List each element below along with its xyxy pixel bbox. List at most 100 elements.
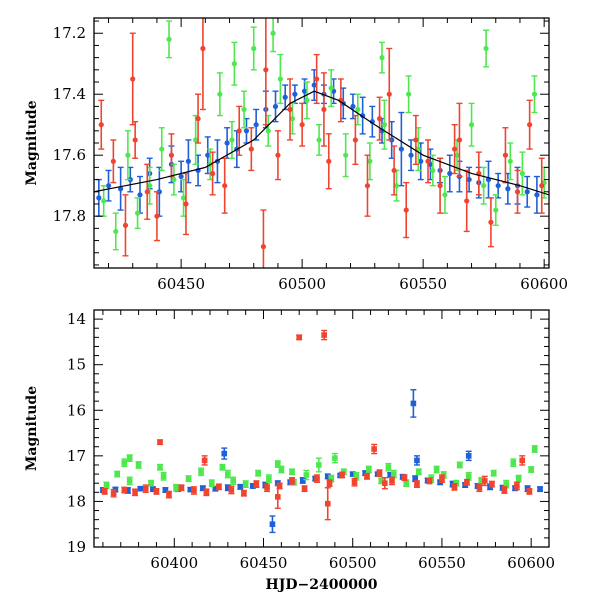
data-point: [493, 207, 499, 213]
data-point: [225, 484, 231, 491]
data-point: [519, 170, 525, 177]
data-point: [389, 478, 395, 484]
data-point: [126, 478, 133, 484]
data-point: [376, 470, 383, 476]
data-point: [142, 485, 149, 492]
data-point: [364, 183, 371, 189]
data-point: [412, 475, 418, 482]
data-point: [221, 450, 228, 457]
data-point: [324, 500, 331, 507]
data-point: [519, 457, 526, 464]
data-point: [415, 146, 421, 152]
x-tick-label: 60550: [418, 554, 466, 572]
data-point: [524, 189, 530, 195]
y-tick-label: 16: [67, 401, 86, 419]
data-point: [157, 464, 163, 471]
data-point: [321, 332, 327, 338]
data-point: [222, 183, 228, 189]
data-point: [539, 183, 545, 189]
y-axis-label: Magnitude: [24, 386, 40, 471]
data-point: [216, 484, 222, 490]
data-point: [466, 176, 472, 183]
data-point: [265, 128, 271, 134]
data-point: [314, 475, 320, 482]
data-point: [274, 461, 281, 467]
data-point: [113, 228, 119, 235]
data-point: [465, 453, 472, 459]
top-panel: 60450 60500 60550 60600 17.2 17.4 17.6 17.8 Magn…: [24, 17, 568, 293]
data-point: [514, 189, 521, 195]
data-point: [339, 472, 345, 478]
data-point: [110, 158, 116, 164]
data-point: [132, 489, 138, 496]
data-point: [447, 170, 453, 177]
model-curve: [94, 90, 549, 196]
data-point: [173, 484, 179, 491]
data-point: [203, 489, 210, 496]
data-point: [442, 192, 448, 198]
data-point: [408, 152, 414, 158]
data-point: [464, 479, 470, 486]
data-point: [242, 481, 249, 487]
data-point: [296, 334, 302, 341]
data-point: [255, 470, 261, 476]
data-point: [316, 137, 322, 143]
data-point: [413, 137, 419, 143]
data-point: [489, 481, 495, 487]
data-point: [178, 484, 185, 491]
data-point: [185, 475, 192, 482]
data-point: [488, 219, 494, 225]
data-point: [454, 152, 460, 158]
data-point: [103, 482, 110, 489]
data-point: [430, 167, 436, 174]
data-point: [153, 488, 160, 495]
y-tick-label: 19: [67, 538, 86, 556]
data-point: [401, 474, 408, 481]
data-point: [121, 487, 128, 493]
data-point: [476, 484, 483, 491]
data-point: [391, 167, 397, 174]
data-point: [224, 140, 230, 146]
data-point: [452, 146, 458, 152]
x-tick-label: 60600: [507, 554, 555, 572]
data-point: [243, 128, 250, 134]
data-point: [96, 195, 102, 201]
data-point: [187, 486, 194, 493]
data-point: [303, 472, 310, 478]
data-point: [200, 485, 206, 492]
data-point: [464, 198, 470, 204]
data-point: [130, 76, 136, 82]
data-point: [225, 471, 231, 477]
data-point: [292, 91, 298, 97]
data-point: [241, 106, 247, 113]
data-point: [185, 158, 191, 164]
data-point: [326, 158, 332, 164]
data-point: [289, 478, 295, 484]
data-point: [378, 478, 385, 484]
data-point: [269, 521, 276, 528]
data-point: [304, 97, 310, 103]
data-point: [110, 490, 117, 497]
data-point: [126, 455, 133, 461]
data-point: [137, 192, 143, 198]
data-point: [514, 483, 520, 489]
data-point: [248, 146, 254, 152]
data-point: [369, 119, 375, 125]
data-point: [433, 466, 440, 473]
data-point: [264, 484, 270, 491]
data-point: [217, 91, 223, 97]
data-point: [289, 468, 295, 475]
data-point: [328, 85, 334, 91]
data-point: [425, 158, 431, 164]
data-point: [231, 61, 237, 67]
data-point: [299, 122, 305, 128]
data-point: [527, 122, 533, 128]
data-point: [134, 210, 141, 216]
data-point: [162, 487, 169, 493]
data-point: [465, 473, 472, 480]
data-point: [350, 103, 356, 110]
data-point: [481, 478, 488, 484]
data-point: [101, 488, 108, 495]
data-layer: [99, 329, 544, 534]
